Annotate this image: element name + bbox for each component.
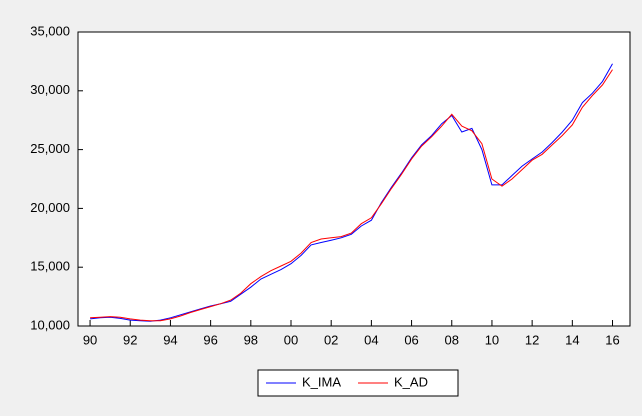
series-line bbox=[90, 69, 613, 322]
x-tick-label: 92 bbox=[123, 332, 137, 347]
y-tick-label: 25,000 bbox=[30, 141, 70, 156]
plot-area bbox=[77, 31, 631, 327]
x-tick-label: 06 bbox=[404, 332, 418, 347]
x-tick-label: 94 bbox=[163, 332, 177, 347]
y-tick-label: 15,000 bbox=[30, 259, 70, 274]
x-tick-label: 12 bbox=[525, 332, 539, 347]
x-tick-label: 98 bbox=[244, 332, 258, 347]
x-tick-label: 10 bbox=[485, 332, 499, 347]
x-tick-label: 90 bbox=[83, 332, 97, 347]
y-tick-label: 20,000 bbox=[30, 200, 70, 215]
x-tick-label: 00 bbox=[284, 332, 298, 347]
legend-label: K_AD bbox=[394, 374, 428, 389]
x-tick-label: 02 bbox=[324, 332, 338, 347]
y-tick-label: 30,000 bbox=[30, 82, 70, 97]
x-tick-label: 14 bbox=[565, 332, 579, 347]
y-tick-label: 10,000 bbox=[30, 317, 70, 332]
legend-label: K_IMA bbox=[302, 374, 341, 389]
series-line bbox=[90, 63, 613, 322]
y-tick-label: 35,000 bbox=[30, 23, 70, 38]
x-tick-label: 08 bbox=[445, 332, 459, 347]
x-tick-label: 04 bbox=[364, 332, 378, 347]
x-tick-label: 96 bbox=[203, 332, 217, 347]
x-tick-label: 16 bbox=[605, 332, 619, 347]
